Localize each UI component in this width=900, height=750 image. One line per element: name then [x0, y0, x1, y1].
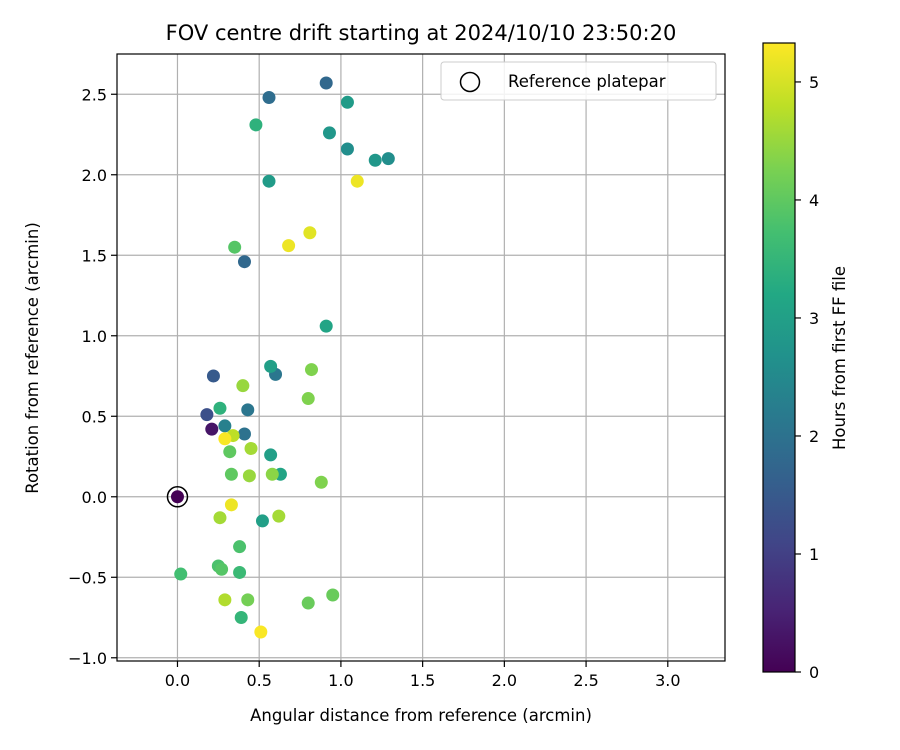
data-point: [340, 95, 354, 109]
data-point: [254, 625, 268, 639]
data-point: [301, 596, 315, 610]
data-point: [205, 422, 219, 436]
y-tick-label: 1.5: [82, 246, 107, 265]
x-tick-label: 1.5: [410, 671, 435, 690]
y-axis-label: Rotation from reference (arcmin): [23, 222, 42, 494]
colorbar-tick-label: 0: [809, 663, 819, 682]
legend-marker: [459, 71, 481, 93]
y-tick-label: 1.0: [82, 327, 107, 346]
data-point: [218, 593, 232, 607]
colorbar-label: Hours from first FF file: [830, 266, 849, 450]
grid: [117, 54, 725, 661]
data-point: [322, 126, 336, 140]
colorbar-tick-label: 4: [809, 191, 819, 210]
data-point: [233, 565, 247, 579]
colorbar-tick-label: 1: [809, 545, 819, 564]
data-point: [326, 588, 340, 602]
data-point: [264, 448, 278, 462]
data-point: [255, 514, 269, 528]
plot-frame: [116, 53, 726, 662]
data-point: [213, 511, 227, 525]
data-point: [242, 469, 256, 483]
x-tick-label: 3.0: [655, 671, 680, 690]
colorbar-ticks: 0 1 2 3 4 5: [795, 73, 819, 682]
data-points: [166, 76, 395, 639]
y-tick-label: 0.0: [82, 488, 107, 507]
data-point: [206, 369, 220, 383]
data-point: [282, 239, 296, 253]
data-point: [241, 593, 255, 607]
data-point: [314, 475, 328, 489]
y-axis-ticks: −1.0 −0.5 0.0 0.5 1.0 1.5 2.0 2.5: [68, 85, 117, 668]
x-tick-label: 2.0: [492, 671, 517, 690]
data-point: [265, 467, 279, 481]
x-tick-label: 2.5: [573, 671, 598, 690]
y-tick-label: 2.0: [82, 166, 107, 185]
data-point: [228, 240, 242, 254]
data-point: [237, 255, 251, 269]
data-point: [241, 403, 255, 417]
x-tick-label: 1.0: [328, 671, 353, 690]
y-tick-label: 0.5: [82, 407, 107, 426]
colorbar-tick-label: 5: [809, 73, 819, 92]
x-axis-ticks: 0.0 0.5 1.0 1.5 2.0 2.5 3.0: [165, 661, 681, 690]
data-point: [340, 142, 354, 156]
data-point: [174, 567, 188, 581]
legend-box: [440, 61, 717, 101]
data-point: [249, 118, 263, 132]
reference-point: [170, 490, 184, 504]
legend: Reference platepar: [440, 61, 717, 101]
data-point: [218, 432, 232, 446]
data-point: [237, 427, 251, 441]
colorbar: 0 1 2 3 4 5 Hours from first FF file: [762, 42, 849, 682]
colorbar-tick-label: 2: [809, 427, 819, 446]
data-point: [224, 498, 238, 512]
x-tick-label: 0.0: [165, 671, 190, 690]
reference-ring: [166, 486, 189, 508]
y-tick-label: −1.0: [68, 649, 107, 668]
chart-title: FOV centre drift starting at 2024/10/10 …: [166, 21, 677, 45]
data-point: [262, 174, 276, 188]
data-point: [234, 611, 248, 625]
data-point: [224, 467, 238, 481]
y-tick-label: −0.5: [68, 568, 107, 587]
x-axis-label: Angular distance from reference (arcmin): [250, 706, 592, 725]
data-point: [233, 540, 247, 554]
data-point: [303, 226, 317, 240]
data-point: [381, 152, 395, 166]
data-point: [244, 441, 258, 455]
x-tick-label: 0.5: [246, 671, 271, 690]
data-point: [319, 76, 333, 90]
data-point: [272, 509, 286, 523]
data-point: [304, 363, 318, 377]
data-point: [200, 408, 214, 422]
legend-label: Reference platepar: [508, 72, 666, 91]
data-point: [319, 319, 333, 333]
data-point: [236, 379, 250, 393]
data-point: [368, 153, 382, 167]
data-point: [264, 359, 278, 373]
colorbar-gradient: [762, 42, 796, 673]
data-point: [262, 90, 276, 104]
data-point: [218, 419, 232, 433]
data-point: [350, 174, 364, 188]
data-point: [213, 401, 227, 415]
data-point: [301, 392, 315, 406]
colorbar-tick-label: 3: [809, 309, 819, 328]
y-tick-label: 2.5: [82, 85, 107, 104]
data-point: [215, 562, 229, 576]
data-point: [223, 445, 237, 459]
